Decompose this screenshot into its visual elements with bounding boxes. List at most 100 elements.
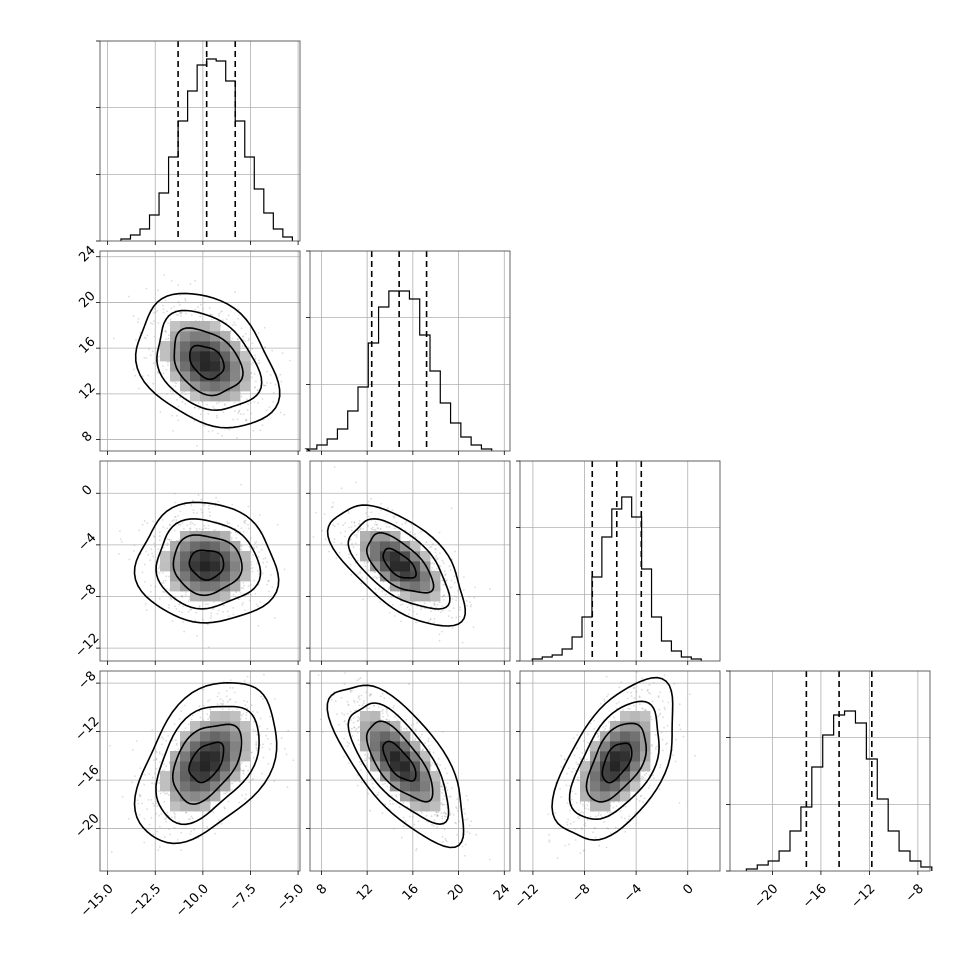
density-cell [410, 561, 421, 572]
sample-point [342, 524, 345, 527]
sample-point [228, 699, 231, 701]
sample-point [187, 818, 190, 821]
density-cell [160, 561, 171, 572]
sample-point [381, 783, 384, 785]
density-cell [210, 551, 221, 562]
density-cell [380, 551, 391, 562]
pair-1-2-contour-1 [366, 531, 435, 594]
sample-point [269, 742, 272, 745]
sample-point [216, 416, 218, 419]
sample-point [238, 410, 241, 413]
sample-point [365, 764, 368, 767]
sample-point [445, 816, 447, 818]
sample-point [438, 601, 441, 604]
sample-point [346, 741, 349, 744]
sample-point [445, 840, 448, 843]
sample-point [349, 710, 352, 713]
density-cell [200, 801, 211, 812]
sample-point [364, 753, 366, 756]
sample-point [364, 565, 367, 568]
sample-point [153, 783, 156, 785]
sample-point [409, 531, 412, 533]
sample-point [179, 312, 182, 315]
sample-point [435, 558, 438, 561]
sample-point [437, 814, 439, 817]
sample-point [652, 774, 654, 777]
density-cell [240, 561, 251, 572]
sample-point [162, 590, 164, 593]
sample-point [365, 512, 368, 515]
sample-point [255, 740, 258, 743]
sample-point [419, 736, 422, 738]
sample-point [402, 825, 405, 828]
density-cell [430, 771, 441, 782]
sample-point [446, 782, 449, 785]
sample-point [170, 598, 173, 601]
sample-point [255, 744, 257, 746]
sample-point [207, 527, 210, 530]
sample-point [362, 528, 365, 530]
sample-point [366, 755, 369, 757]
sample-point [288, 359, 291, 362]
pair-2-3-body [547, 671, 696, 859]
sample-point [283, 747, 286, 750]
sample-point [460, 873, 462, 875]
sample-point [370, 777, 373, 780]
sample-point [382, 715, 384, 718]
sample-point [321, 730, 324, 733]
sample-point [250, 412, 253, 415]
sample-point [244, 704, 247, 707]
sample-point [382, 581, 385, 583]
sample-point [174, 739, 177, 742]
sample-point [441, 792, 444, 794]
sample-point [400, 836, 403, 839]
sample-point [184, 727, 187, 730]
sample-point [360, 781, 363, 784]
sample-point [450, 507, 453, 510]
density-cell [370, 721, 381, 732]
sample-point [168, 604, 170, 606]
sample-point [356, 720, 359, 722]
density-cell [380, 561, 391, 572]
sample-point [583, 849, 586, 851]
sample-point [209, 313, 212, 316]
sample-point [347, 703, 350, 706]
sample-point [145, 356, 148, 359]
sample-point [386, 718, 388, 721]
sample-point [177, 748, 179, 751]
density-cell [240, 381, 251, 392]
density-cell [210, 781, 221, 792]
sample-point [202, 527, 205, 530]
sample-point [240, 483, 243, 486]
sample-point [203, 301, 206, 304]
sample-point [193, 420, 196, 422]
sample-point [187, 610, 190, 613]
sample-point [243, 521, 246, 524]
density-cell [180, 321, 191, 332]
sample-point [207, 623, 209, 626]
sample-point [360, 582, 363, 585]
sample-point [365, 759, 367, 762]
sample-point [127, 295, 130, 298]
sample-point [256, 562, 259, 565]
sample-point [162, 372, 165, 375]
sample-point [385, 718, 388, 721]
sample-point [168, 539, 171, 541]
sample-point [198, 528, 201, 530]
sample-point [385, 525, 388, 528]
sample-point [435, 811, 438, 814]
sample-point [456, 798, 458, 800]
sample-point [411, 816, 414, 818]
sample-point [355, 553, 358, 556]
sample-point [183, 630, 186, 633]
sample-point [384, 593, 387, 596]
pair-panel-2-3 [516, 670, 721, 875]
sample-point [283, 413, 286, 416]
sample-point [246, 700, 249, 703]
sample-point [427, 738, 430, 740]
sample-point [165, 816, 168, 819]
sample-point [152, 555, 155, 558]
pair-0-2-contour-1 [172, 534, 243, 597]
sample-point [408, 683, 411, 685]
sample-point [153, 536, 156, 538]
